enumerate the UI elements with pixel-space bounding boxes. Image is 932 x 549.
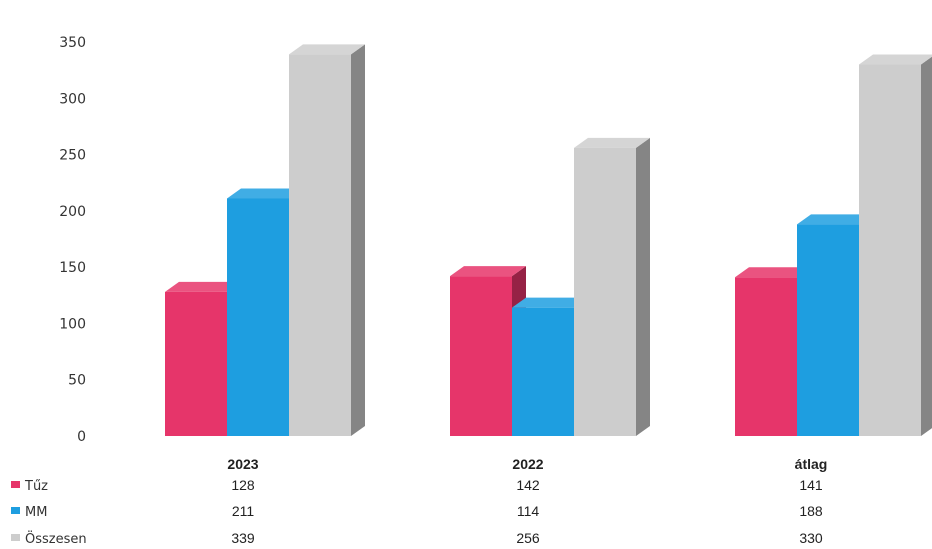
bar-top [289,44,365,55]
y-tick-label: 150 [59,260,86,276]
y-tick-label: 200 [59,204,86,220]
bar-top [735,267,811,278]
bar-front [512,307,574,436]
bar-area [165,44,932,436]
bar-front [450,276,512,436]
bar-összesen-átlag [859,54,932,436]
data-value: 114 [517,503,540,519]
bar-front [735,277,797,436]
bar-top [574,137,650,148]
bar-top [227,188,303,199]
category-label: 2023 [227,456,258,472]
category-label: 2022 [512,456,543,472]
data-value: 256 [516,530,540,546]
y-tick-label: 300 [59,91,86,107]
bar-top [450,266,526,277]
bar-front [165,291,227,436]
bar-side [636,137,650,436]
y-tick-label: 350 [59,35,86,51]
bar-top [797,214,873,225]
legend-label: Összesen [25,530,87,547]
bar-front [574,147,636,436]
category-label: átlag [795,456,828,472]
legend-swatch [11,507,20,514]
data-value: 330 [799,530,823,546]
bar-front [797,224,859,436]
bar-top [859,54,932,65]
bar-top [165,281,241,292]
bar-front [289,54,351,436]
data-value: 339 [231,530,255,546]
legend-swatch [11,481,20,488]
bar-side [351,44,365,436]
y-tick-label: 250 [59,148,86,164]
bar-front [227,198,289,436]
data-value: 141 [799,477,823,493]
data-value: 211 [232,503,255,519]
legend-swatch [11,534,20,541]
bar-top [512,297,588,308]
bar-front [859,64,921,436]
legend-label: MM [25,505,47,520]
y-tick-label: 50 [68,373,86,389]
legend-label: Tűz [24,479,48,494]
bar-összesen-2023 [289,44,365,436]
bar-összesen-2022 [574,137,650,436]
data-value: 128 [231,477,255,493]
bar-side [921,56,932,436]
data-value: 142 [516,477,540,493]
y-tick-label: 100 [59,316,86,332]
y-axis: 0 50 100 150 200 250 300 350 [59,35,86,445]
y-tick-label: 0 [77,429,86,445]
data-value: 188 [799,503,823,519]
data-table: 2023 2022 átlag Tűz 128 142 141 MM 211 114 188 Össz… [11,456,827,547]
